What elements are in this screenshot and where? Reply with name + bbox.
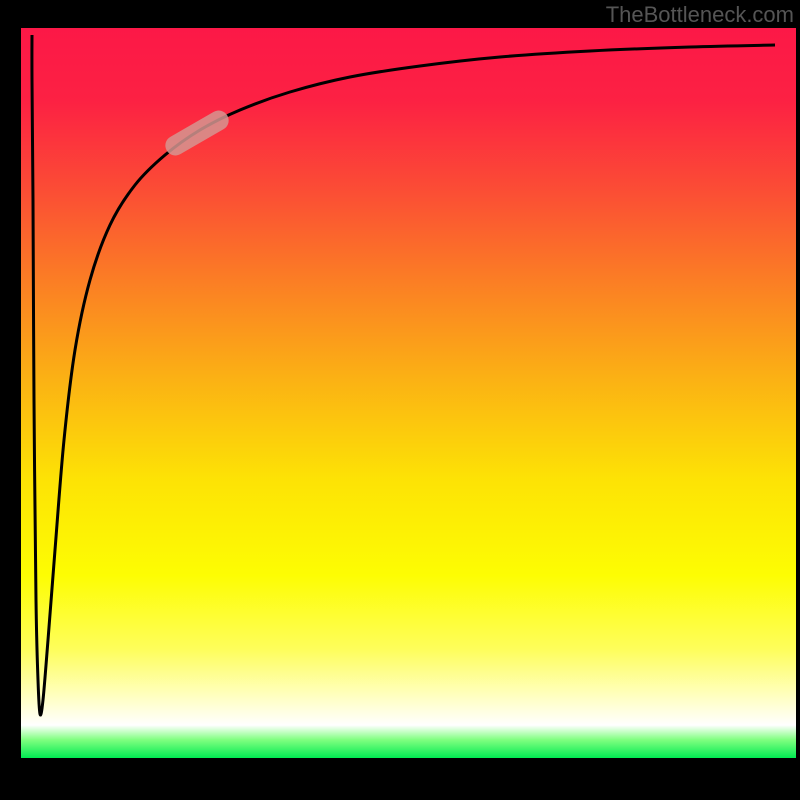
gradient-background [21, 28, 796, 758]
plot-area [21, 28, 796, 758]
chart-container: TheBottleneck.com [0, 0, 800, 800]
attribution-text: TheBottleneck.com [606, 2, 794, 28]
